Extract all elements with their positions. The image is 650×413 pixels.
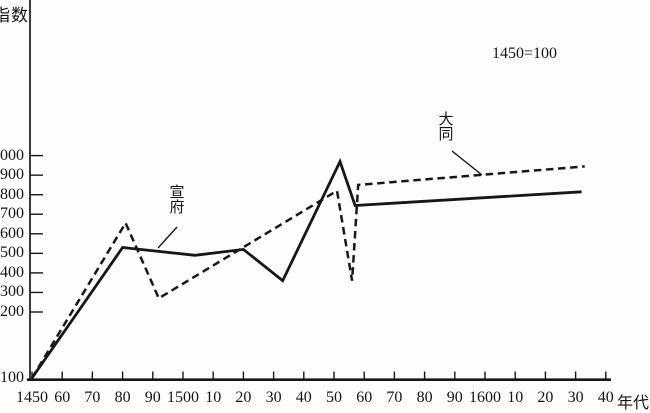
y-tick-label: 200 bbox=[0, 303, 24, 320]
y-tick-label: 700 bbox=[0, 205, 24, 223]
x-tick-label: 1450 bbox=[16, 389, 48, 406]
x-tick-label: 80 bbox=[114, 389, 131, 406]
x-tick-label: 70 bbox=[386, 389, 403, 406]
x-tick-label: 20 bbox=[537, 389, 554, 406]
y-tick-label: 600 bbox=[0, 224, 24, 242]
x-tick-label: 30 bbox=[265, 389, 282, 406]
x-tick-label: 60 bbox=[54, 389, 71, 406]
x-tick-label: 80 bbox=[416, 389, 433, 406]
y-tick-label: 100 bbox=[0, 369, 24, 386]
y-tick-label: 500 bbox=[0, 244, 24, 262]
x-tick-label: 1600 bbox=[469, 389, 501, 406]
y-tick-label: 800 bbox=[0, 185, 24, 203]
series-label-xuanfu: 宣府 bbox=[169, 185, 185, 216]
y-axis-title: 指数 bbox=[0, 6, 29, 25]
y-tick-label: 900 bbox=[0, 166, 24, 184]
x-tick-label: 1500 bbox=[167, 389, 199, 406]
x-tick-label: 50 bbox=[326, 389, 342, 406]
x-tick-label: 90 bbox=[144, 389, 161, 406]
x-tick-label: 70 bbox=[84, 389, 101, 406]
x-axis-ticks bbox=[31, 371, 607, 380]
x-tick-label: 20 bbox=[235, 389, 252, 406]
x-tick-label: 30 bbox=[567, 389, 584, 406]
xuanfu-pointer-line bbox=[157, 226, 178, 249]
y-tick-label: 300 bbox=[0, 283, 24, 301]
x-tick-label: 10 bbox=[507, 389, 524, 406]
x-tick-label: 90 bbox=[446, 389, 463, 406]
datong-pointer-line bbox=[451, 150, 483, 176]
y-axis-ticks bbox=[30, 154, 43, 313]
series-datong-line bbox=[30, 165, 585, 379]
series-xuanfu-line bbox=[30, 157, 582, 379]
y-tick-label: 1000 bbox=[0, 146, 24, 164]
base-index-annotation: 1450=100 bbox=[492, 45, 558, 62]
x-tick-label: 10 bbox=[205, 389, 222, 406]
x-tick-label: 60 bbox=[356, 389, 373, 406]
x-tick-label: 40 bbox=[295, 389, 312, 406]
x-tick-label: 40 bbox=[597, 389, 614, 406]
x-axis-title: 年代 bbox=[617, 395, 650, 412]
y-tick-label: 400 bbox=[0, 263, 24, 281]
series-label-datong: 大同 bbox=[438, 112, 454, 143]
